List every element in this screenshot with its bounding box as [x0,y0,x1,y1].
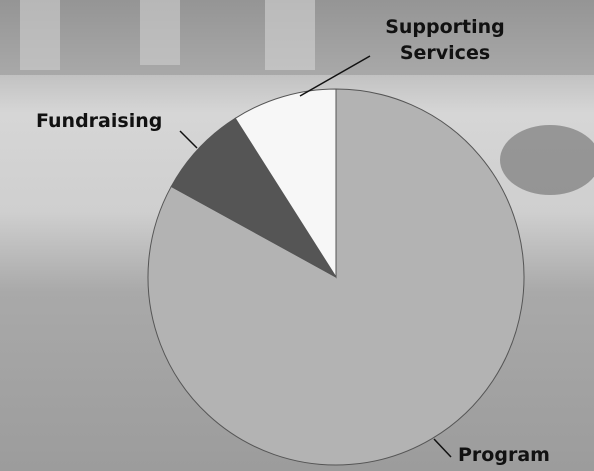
background-pillar [20,0,60,70]
background-pillar [140,0,180,65]
slice-label: Fundraising [36,110,163,132]
pie-slice [234,88,337,279]
background-debris [500,125,594,195]
leader-line [179,130,198,149]
pie-slice [170,117,337,278]
leader-line [299,55,371,97]
slice-label: Supporting Services [385,16,505,64]
slice-label: Program [458,444,550,466]
leader-line [433,438,452,458]
background-pillar [265,0,315,70]
